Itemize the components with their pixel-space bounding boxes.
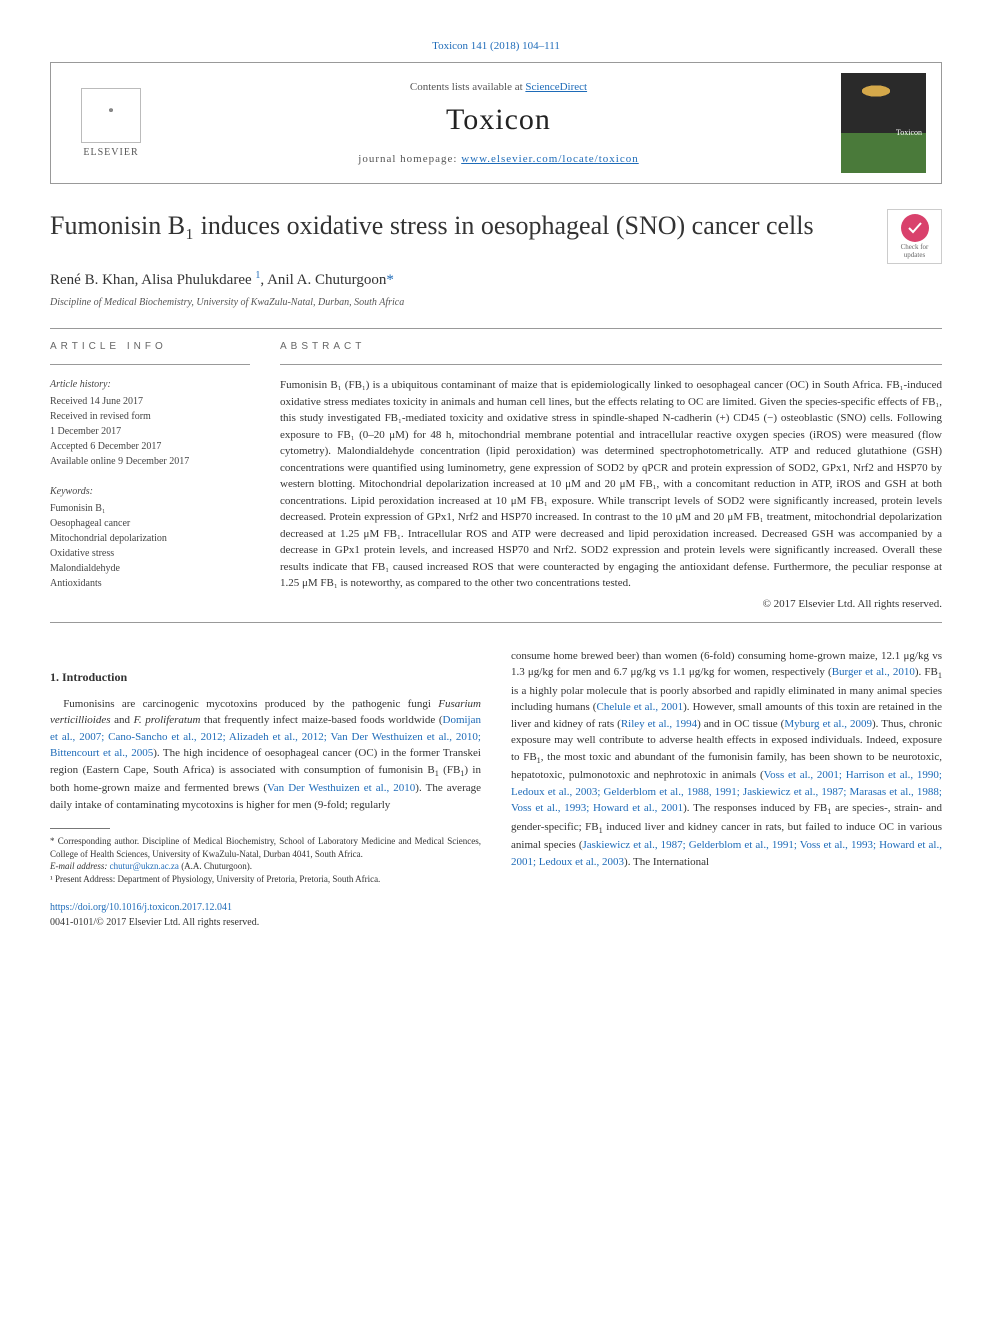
article-history: Article history: Received 14 June 2017Re… [50, 377, 250, 469]
article-info-label: ARTICLE INFO [50, 341, 250, 352]
footer-block: https://doi.org/10.1016/j.toxicon.2017.1… [50, 900, 481, 930]
check-updates-badge[interactable]: Check forupdates [887, 209, 942, 264]
crossmark-icon [901, 214, 929, 242]
issn-copyright: 0041-0101/© 2017 Elsevier Ltd. All right… [50, 917, 259, 928]
header-citation[interactable]: Toxicon 141 (2018) 104–111 [50, 40, 942, 52]
copyright-line: © 2017 Elsevier Ltd. All rights reserved… [280, 598, 942, 610]
corresponding-author-note: * Corresponding author. Discipline of Me… [50, 835, 481, 860]
intro-para-left: Fumonisins are carcinogenic mycotoxins p… [50, 696, 481, 814]
homepage-line: journal homepage: www.elsevier.com/locat… [156, 153, 841, 165]
footnotes: * Corresponding author. Discipline of Me… [50, 835, 481, 885]
affiliation: Discipline of Medical Biochemistry, Univ… [50, 297, 942, 308]
article-title: Fumonisin B₁ induces oxidative stress in… [50, 209, 872, 243]
present-address-note: ¹ Present Address: Department of Physiol… [50, 873, 481, 886]
contents-line: Contents lists available at ScienceDirec… [156, 81, 841, 93]
journal-header-box: ELSEVIER Contents lists available at Sci… [50, 62, 942, 184]
authors-line: René B. Khan, Alisa Phulukdaree 1, Anil … [50, 270, 942, 289]
doi-link[interactable]: https://doi.org/10.1016/j.toxicon.2017.1… [50, 902, 232, 913]
email-line: E-mail address: chutur@ukzn.ac.za (A.A. … [50, 860, 481, 873]
abstract-text: Fumonisin B₁ (FB₁) is a ubiquitous conta… [280, 377, 942, 592]
footnote-rule [50, 828, 110, 829]
intro-para-right: consume home brewed beer) than women (6-… [511, 648, 942, 871]
elsevier-logo: ELSEVIER [66, 78, 156, 168]
author-email-link[interactable]: chutur@ukzn.ac.za [110, 861, 179, 871]
journal-cover-thumbnail: Toxicon [841, 73, 926, 173]
intro-heading: 1. Introduction [50, 668, 481, 686]
journal-name: Toxicon [156, 103, 841, 137]
keywords-block: Keywords: Fumonisin B₁Oesophageal cancer… [50, 484, 250, 591]
journal-homepage-link[interactable]: www.elsevier.com/locate/toxicon [461, 153, 639, 165]
publisher-name: ELSEVIER [83, 147, 138, 158]
sciencedirect-link[interactable]: ScienceDirect [525, 81, 587, 93]
abstract-label: ABSTRACT [280, 341, 942, 352]
rule-bottom [50, 622, 942, 623]
elsevier-tree-icon [81, 88, 141, 143]
rule-top [50, 328, 942, 329]
